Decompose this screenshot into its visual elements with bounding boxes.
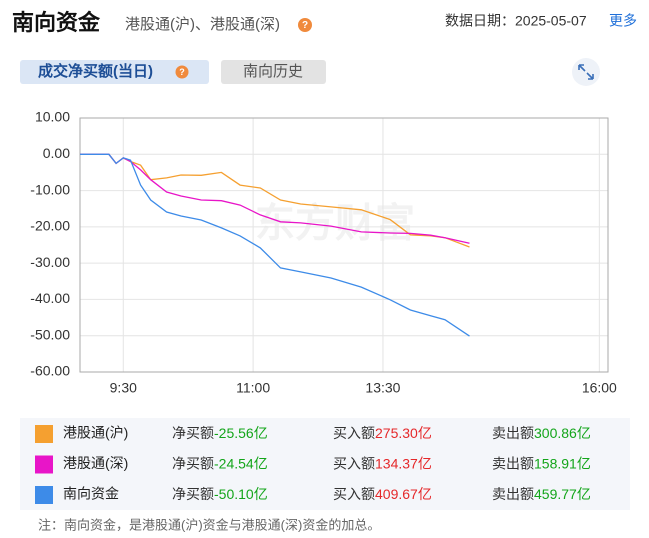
y-tick-label: 10.00 [35,109,70,125]
y-tick-label: -20.00 [30,218,70,234]
summary-label: 买入额 [333,425,375,441]
x-tick-label: 16:00 [582,380,617,396]
legend-swatch [35,455,53,474]
y-tick-label: 0.00 [43,145,70,161]
summary-item: 净买额-25.56亿 [172,425,268,441]
summary-label: 净买额 [172,455,214,471]
summary-value: -25.56亿 [214,425,268,441]
series-line [80,153,470,244]
summary-item: 卖出额459.77亿 [492,486,591,502]
x-tick-label: 9:30 [110,380,137,396]
help-glyph: ? [302,20,308,31]
summary-item: 卖出额300.86亿 [492,425,591,441]
more-link[interactable]: 更多 [609,13,637,29]
series-line [80,153,470,337]
tab-label: 南向历史 [243,63,303,80]
summary-value: 409.67亿 [375,486,432,502]
legend-label: 港股通(深) [63,455,128,471]
y-tick-label: -60.00 [30,363,70,379]
expand-bg [572,58,600,86]
summary-value: 275.30亿 [375,425,432,441]
tab-label: 成交净买额(当日) [38,62,153,80]
legend-panel [20,418,630,510]
summary-label: 净买额 [172,486,214,502]
y-tick-label: -40.00 [30,290,70,306]
summary-item: 买入额409.67亿 [333,486,432,502]
summary-label: 买入额 [333,455,375,471]
legend-label: 南向资金 [63,486,119,502]
help-icon[interactable] [175,65,189,79]
expand-icon [578,64,594,80]
legend-swatch [35,486,53,504]
expand-button[interactable] [572,58,600,86]
subtitle: 港股通(沪)、港股通(深) [125,16,280,33]
summary-item: 净买额-24.54亿 [172,455,268,471]
summary-item: 净买额-50.10亿 [172,486,268,502]
summary-label: 卖出额 [492,455,534,471]
x-tick-label: 11:00 [236,380,270,396]
help-icon[interactable] [298,18,312,32]
tab-active[interactable] [20,60,209,84]
plot-border [79,117,609,373]
note: 注：南向资金，是港股通(沪)资金与港股通(深)资金的加总。 [38,517,380,532]
summary-value: -24.54亿 [214,455,268,471]
tab[interactable] [221,60,326,84]
legend-label: 港股通(沪) [63,425,128,441]
y-tick-label: -30.00 [30,254,70,270]
summary-item: 买入额134.37亿 [333,455,432,471]
summary-value: 459.77亿 [534,486,591,502]
summary-value: 300.86亿 [534,425,591,441]
summary-label: 卖出额 [492,425,534,441]
page-title: 南向资金 [12,10,101,35]
data-date: 数据日期：2025-05-07 [445,13,587,29]
summary-label: 卖出额 [492,486,534,502]
summary-item: 卖出额158.91亿 [492,455,591,471]
help-glyph: ? [179,67,185,77]
y-tick-label: -10.00 [30,181,70,197]
y-tick-label: -50.00 [30,326,70,342]
summary-value: -50.10亿 [214,486,268,502]
watermark: 东方财富 [255,202,415,246]
summary-value: 158.91亿 [534,455,591,471]
summary-value: 134.37亿 [375,455,432,471]
x-tick-label: 13:30 [365,380,400,396]
summary-label: 买入额 [333,486,375,502]
legend-swatch [35,425,53,443]
summary-item: 买入额275.30亿 [333,425,432,441]
summary-label: 净买额 [172,425,214,441]
